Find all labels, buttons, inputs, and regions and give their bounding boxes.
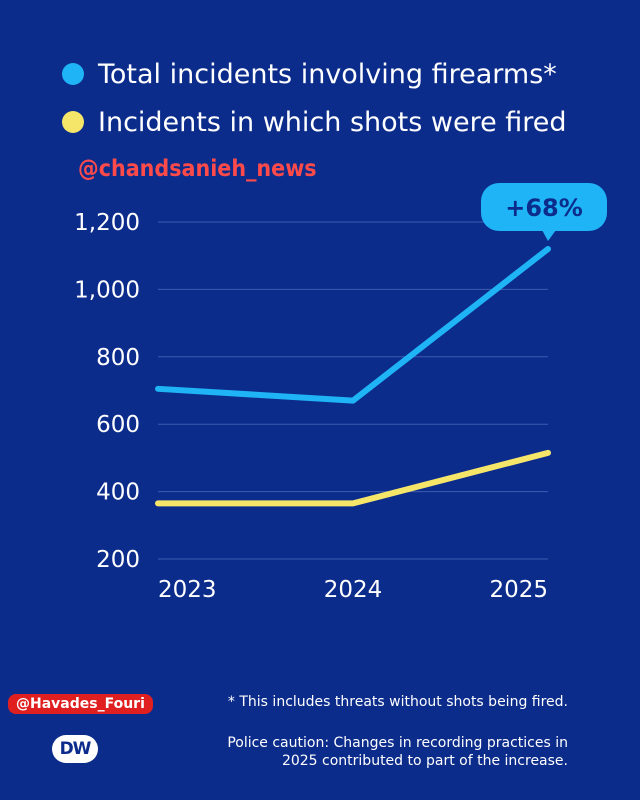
legend-item-shots: Incidents in which shots were fired: [62, 100, 567, 144]
y-tick-label: 600: [96, 412, 140, 438]
legend-label-shots: Incidents in which shots were fired: [98, 106, 567, 138]
legend-label-total: Total incidents involving firearms*: [98, 58, 557, 90]
legend-dot-total: [62, 63, 84, 85]
series-line-1: [155, 449, 551, 507]
legend-item-total: Total incidents involving firearms*: [62, 52, 567, 96]
footnote: * This includes threats without shots be…: [227, 694, 568, 710]
callout-pointer: [542, 229, 556, 241]
watermark-handle: @chandsanieh_news: [78, 156, 317, 182]
y-tick-label: 800: [96, 345, 140, 371]
x-tick-label: 2025: [489, 577, 548, 603]
y-tick-label: 1,200: [74, 210, 140, 236]
x-tick-label: 2024: [324, 577, 383, 603]
y-tick-label: 400: [96, 480, 140, 506]
series-line-0: [155, 245, 551, 404]
line-chart: 200 400 600 800 1,000 1,200 2023 2024 2025 +68%: [74, 182, 607, 603]
dw-logo: DW: [52, 735, 98, 763]
y-tick-label: 1,000: [74, 277, 140, 303]
legend: Total incidents involving firearms* Inci…: [62, 52, 567, 148]
change-callout: +68%: [481, 182, 607, 241]
callout-bubble: [481, 182, 607, 231]
y-tick-label: 200: [96, 547, 140, 573]
x-tick-label: 2023: [158, 577, 217, 603]
callout-text: +68%: [505, 194, 583, 222]
caution-note: Police caution: Changes in recording pra…: [227, 735, 568, 769]
legend-dot-shots: [62, 111, 84, 133]
channel-badge: @Havades_Fouri: [8, 694, 153, 714]
